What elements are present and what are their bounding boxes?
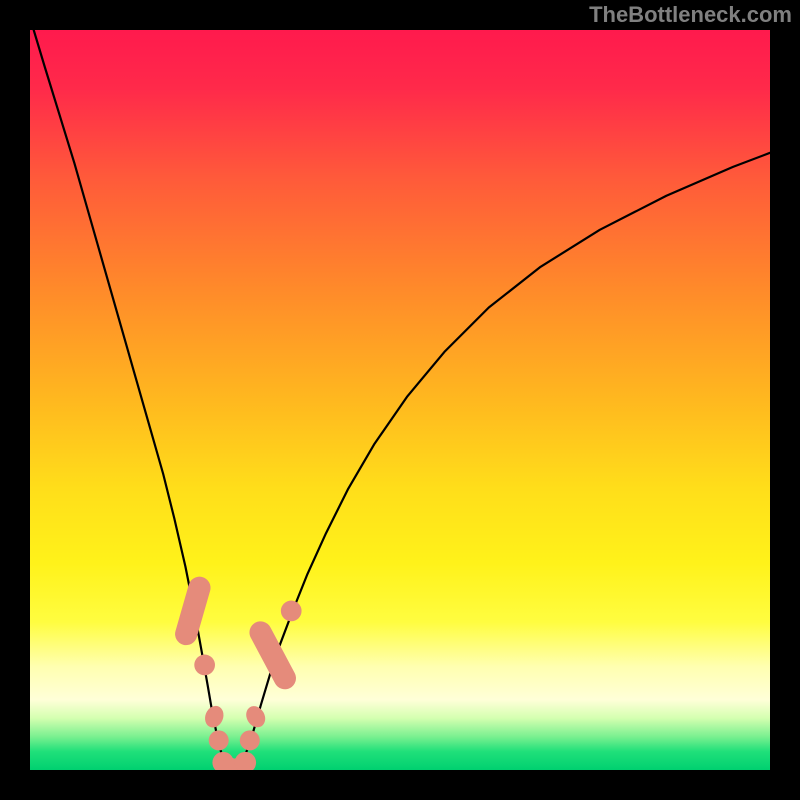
bead-dot	[240, 730, 260, 750]
watermark-text: TheBottleneck.com	[589, 2, 792, 28]
bead-dot	[281, 601, 302, 622]
bead-dot	[209, 730, 229, 750]
bead-dot	[194, 655, 215, 676]
bottleneck-chart	[30, 30, 770, 770]
chart-frame: TheBottleneck.com	[0, 0, 800, 800]
plot-area	[30, 30, 770, 770]
